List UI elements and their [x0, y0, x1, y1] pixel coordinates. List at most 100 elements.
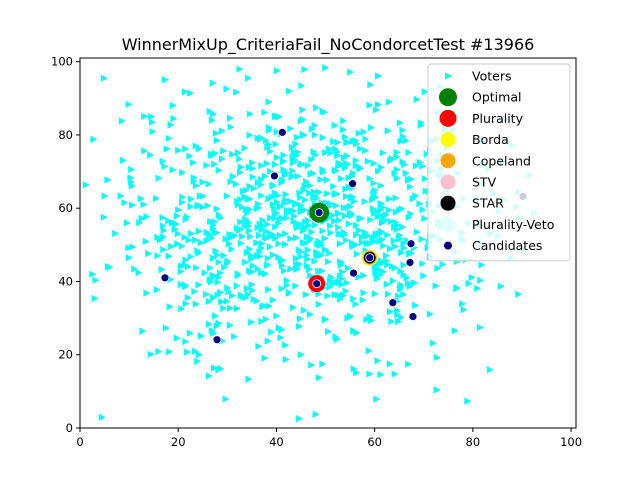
- voter-point: [290, 148, 298, 156]
- voter-point: [54, 112, 61, 119]
- voter-point: [371, 290, 379, 298]
- voter-point: [288, 173, 296, 181]
- voter-point: [125, 254, 133, 262]
- voter-point: [409, 195, 417, 203]
- voter-point: [233, 282, 241, 290]
- voter-point: [258, 239, 266, 248]
- voter-point: [213, 322, 221, 330]
- voter-point: [221, 263, 229, 271]
- candidate-point: [405, 258, 415, 267]
- voter-point: [205, 297, 213, 306]
- voter-point: [276, 202, 284, 210]
- voter-point: [177, 280, 185, 289]
- voter-point: [214, 291, 222, 299]
- voter-point: [192, 142, 200, 150]
- voter-point: [385, 206, 393, 214]
- voter-point: [433, 386, 441, 394]
- voter-point: [142, 237, 150, 246]
- voter-point: [195, 351, 203, 359]
- voter-point: [315, 374, 323, 382]
- voter-point: [413, 95, 421, 104]
- voter-point: [319, 165, 327, 174]
- voter-point: [91, 294, 99, 303]
- voter-point: [393, 148, 401, 156]
- voter-point: [304, 216, 312, 225]
- voter-point: [421, 175, 429, 183]
- voter-point: [253, 252, 261, 260]
- voter-point: [366, 101, 374, 109]
- voter-point: [324, 258, 332, 266]
- voter-point: [331, 121, 339, 130]
- voter-point: [292, 282, 300, 290]
- voter-point: [215, 258, 223, 266]
- voter-point: [301, 65, 309, 74]
- voter-point: [400, 271, 408, 279]
- voter-point: [153, 286, 161, 294]
- voter-point: [318, 251, 326, 259]
- voter-point: [177, 267, 185, 276]
- voter-point: [184, 263, 192, 271]
- voter-point: [220, 147, 228, 155]
- voter-point: [315, 237, 323, 246]
- candidate-point: [365, 253, 375, 263]
- voter-point: [362, 147, 370, 155]
- voter-point: [377, 182, 385, 190]
- voter-point: [293, 262, 301, 271]
- voter-point: [315, 188, 323, 196]
- voter-point: [343, 152, 351, 160]
- voter-point: [258, 162, 266, 170]
- candidate-point: [314, 208, 324, 217]
- voter-point: [296, 315, 304, 323]
- voter-point: [120, 156, 128, 165]
- voter-point: [278, 262, 286, 270]
- voter-point: [263, 159, 271, 168]
- voter-point: [262, 233, 270, 241]
- voter-point: [264, 254, 272, 262]
- voter-point: [377, 206, 385, 214]
- voter-point: [218, 127, 226, 135]
- voter-point: [199, 203, 207, 211]
- voter-point: [433, 353, 441, 362]
- voter-point: [280, 151, 288, 159]
- voter-point: [238, 291, 246, 299]
- voter-point: [342, 236, 350, 244]
- voter-point: [287, 265, 295, 273]
- y-tick-label: 40: [58, 274, 73, 288]
- voter-point: [367, 216, 375, 224]
- y-tick-label: 0: [66, 421, 73, 435]
- voter-point: [352, 156, 360, 165]
- voter-point: [177, 262, 185, 270]
- voter-point: [279, 158, 287, 166]
- voter-point: [140, 200, 148, 209]
- voter-point: [460, 306, 468, 314]
- voter-point: [478, 261, 486, 269]
- voter-point: [393, 153, 401, 161]
- voter-point: [335, 216, 343, 224]
- voter-point: [319, 227, 327, 235]
- voter-point: [318, 267, 326, 275]
- voter-point: [383, 252, 391, 260]
- voter-point: [234, 270, 242, 278]
- voter-point: [205, 180, 213, 188]
- voter-point: [156, 236, 164, 244]
- voter-point: [135, 269, 143, 277]
- voter-point: [370, 179, 378, 187]
- voter-point: [364, 157, 372, 165]
- voter-point: [459, 300, 467, 308]
- voter-point: [285, 87, 293, 95]
- voter-point: [227, 123, 235, 131]
- voter-point: [282, 190, 290, 199]
- voter-point: [280, 166, 288, 174]
- voter-point: [218, 155, 226, 163]
- voter-point: [374, 357, 382, 365]
- candidate-point: [270, 171, 279, 181]
- voter-point: [190, 174, 198, 182]
- voter-point: [235, 149, 243, 157]
- voter-point: [223, 85, 231, 93]
- voter-point: [297, 351, 305, 359]
- voter-point: [332, 201, 340, 210]
- voter-point: [347, 68, 355, 76]
- voter-point: [340, 117, 348, 125]
- voter-point: [223, 192, 231, 200]
